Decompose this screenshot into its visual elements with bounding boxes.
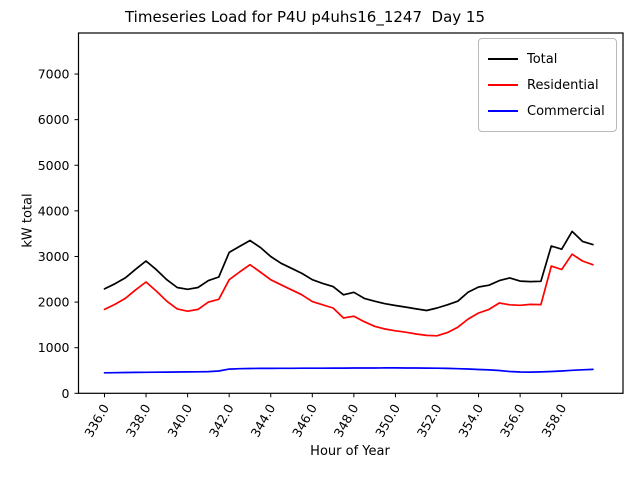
y-tick-label: 0 — [62, 386, 70, 401]
x-tick-label: 356.0 — [497, 401, 528, 440]
legend: Total Residential Commercial — [478, 38, 617, 132]
legend-item-residential: Residential — [488, 72, 608, 98]
legend-label-residential: Residential — [527, 77, 599, 93]
total-line-swatch — [488, 58, 518, 60]
y-tick-label: 5000 — [38, 158, 70, 173]
legend-item-commercial: Commercial — [488, 98, 608, 124]
chart-title: Timeseries Load for P4U p4uhs16_1247 Day… — [124, 8, 486, 26]
y-tick-label: 2000 — [38, 295, 70, 310]
commercial-line-swatch — [488, 110, 518, 112]
y-tick-label: 1000 — [38, 340, 70, 355]
y-tick-label: 3000 — [38, 249, 70, 264]
series-line-commercial — [103, 367, 594, 374]
x-tick-label: 338.0 — [123, 401, 154, 440]
y-tick-label: 7000 — [38, 67, 70, 82]
x-tick-label: 350.0 — [372, 401, 403, 440]
series-line-total — [103, 230, 594, 312]
x-tick-label: 346.0 — [289, 401, 320, 440]
x-tick-label: 358.0 — [538, 401, 569, 440]
x-tick-label: 352.0 — [414, 401, 445, 440]
legend-label-total: Total — [527, 51, 558, 67]
x-tick-label: 342.0 — [206, 401, 237, 440]
x-tick-label: 336.0 — [81, 401, 112, 440]
legend-item-total: Total — [488, 46, 608, 72]
x-tick-label: 340.0 — [164, 401, 195, 440]
residential-line-swatch — [488, 84, 518, 86]
y-tick-label: 6000 — [38, 112, 70, 127]
plot-frame — [77, 32, 624, 394]
y-axis-label: kW total — [20, 193, 36, 248]
x-tick-label: 354.0 — [455, 401, 486, 440]
legend-label-commercial: Commercial — [527, 103, 605, 119]
x-axis-label: Hour of Year — [310, 444, 390, 459]
x-tick-label: 344.0 — [247, 401, 278, 440]
series-line-residential — [103, 253, 594, 337]
x-tick-label: 348.0 — [331, 401, 362, 440]
y-tick-label: 4000 — [38, 203, 70, 218]
